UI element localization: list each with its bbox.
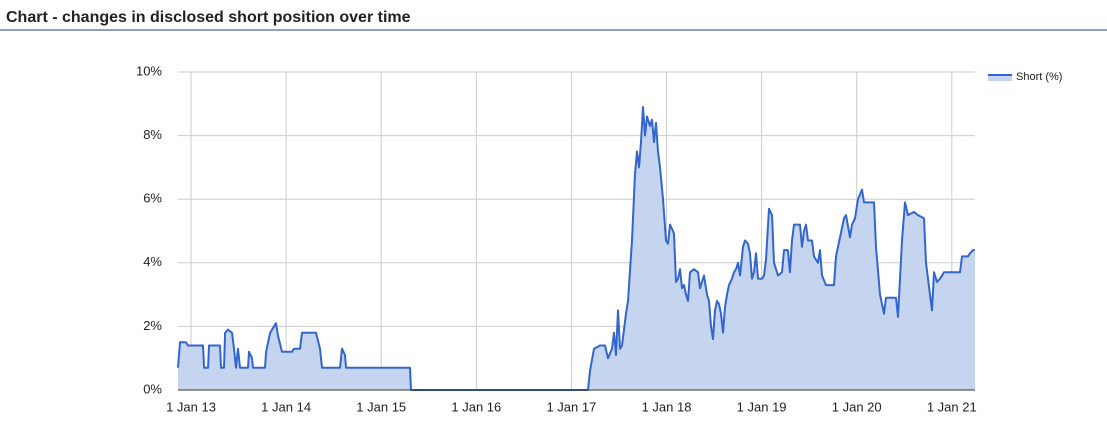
x-tick-label: 1 Jan 15 (356, 399, 406, 414)
x-tick-label: 1 Jan 16 (451, 399, 501, 414)
y-tick-label: 0% (143, 381, 162, 396)
x-tick-label: 1 Jan 21 (927, 399, 977, 414)
y-tick-label: 8% (143, 127, 162, 142)
line (177, 106, 975, 391)
y-tick-label: 10% (136, 63, 162, 78)
area (178, 107, 975, 390)
x-tick-label: 1 Jan 17 (546, 399, 596, 414)
y-tick-label: 6% (143, 191, 162, 206)
y-tick-label: 2% (143, 318, 162, 333)
x-tick-label: 1 Jan 13 (166, 399, 216, 414)
y-tick-label: 4% (143, 254, 162, 269)
x-tick-label: 1 Jan 19 (737, 399, 787, 414)
page-title: Chart - changes in disclosed short posit… (6, 9, 411, 26)
legend-swatch (988, 75, 1012, 81)
x-tick-label: 1 Jan 18 (642, 399, 692, 414)
x-tick-label: 1 Jan 14 (261, 399, 311, 414)
x-tick-label: 1 Jan 20 (832, 399, 882, 414)
legend-label: Short (%) (1016, 71, 1062, 83)
